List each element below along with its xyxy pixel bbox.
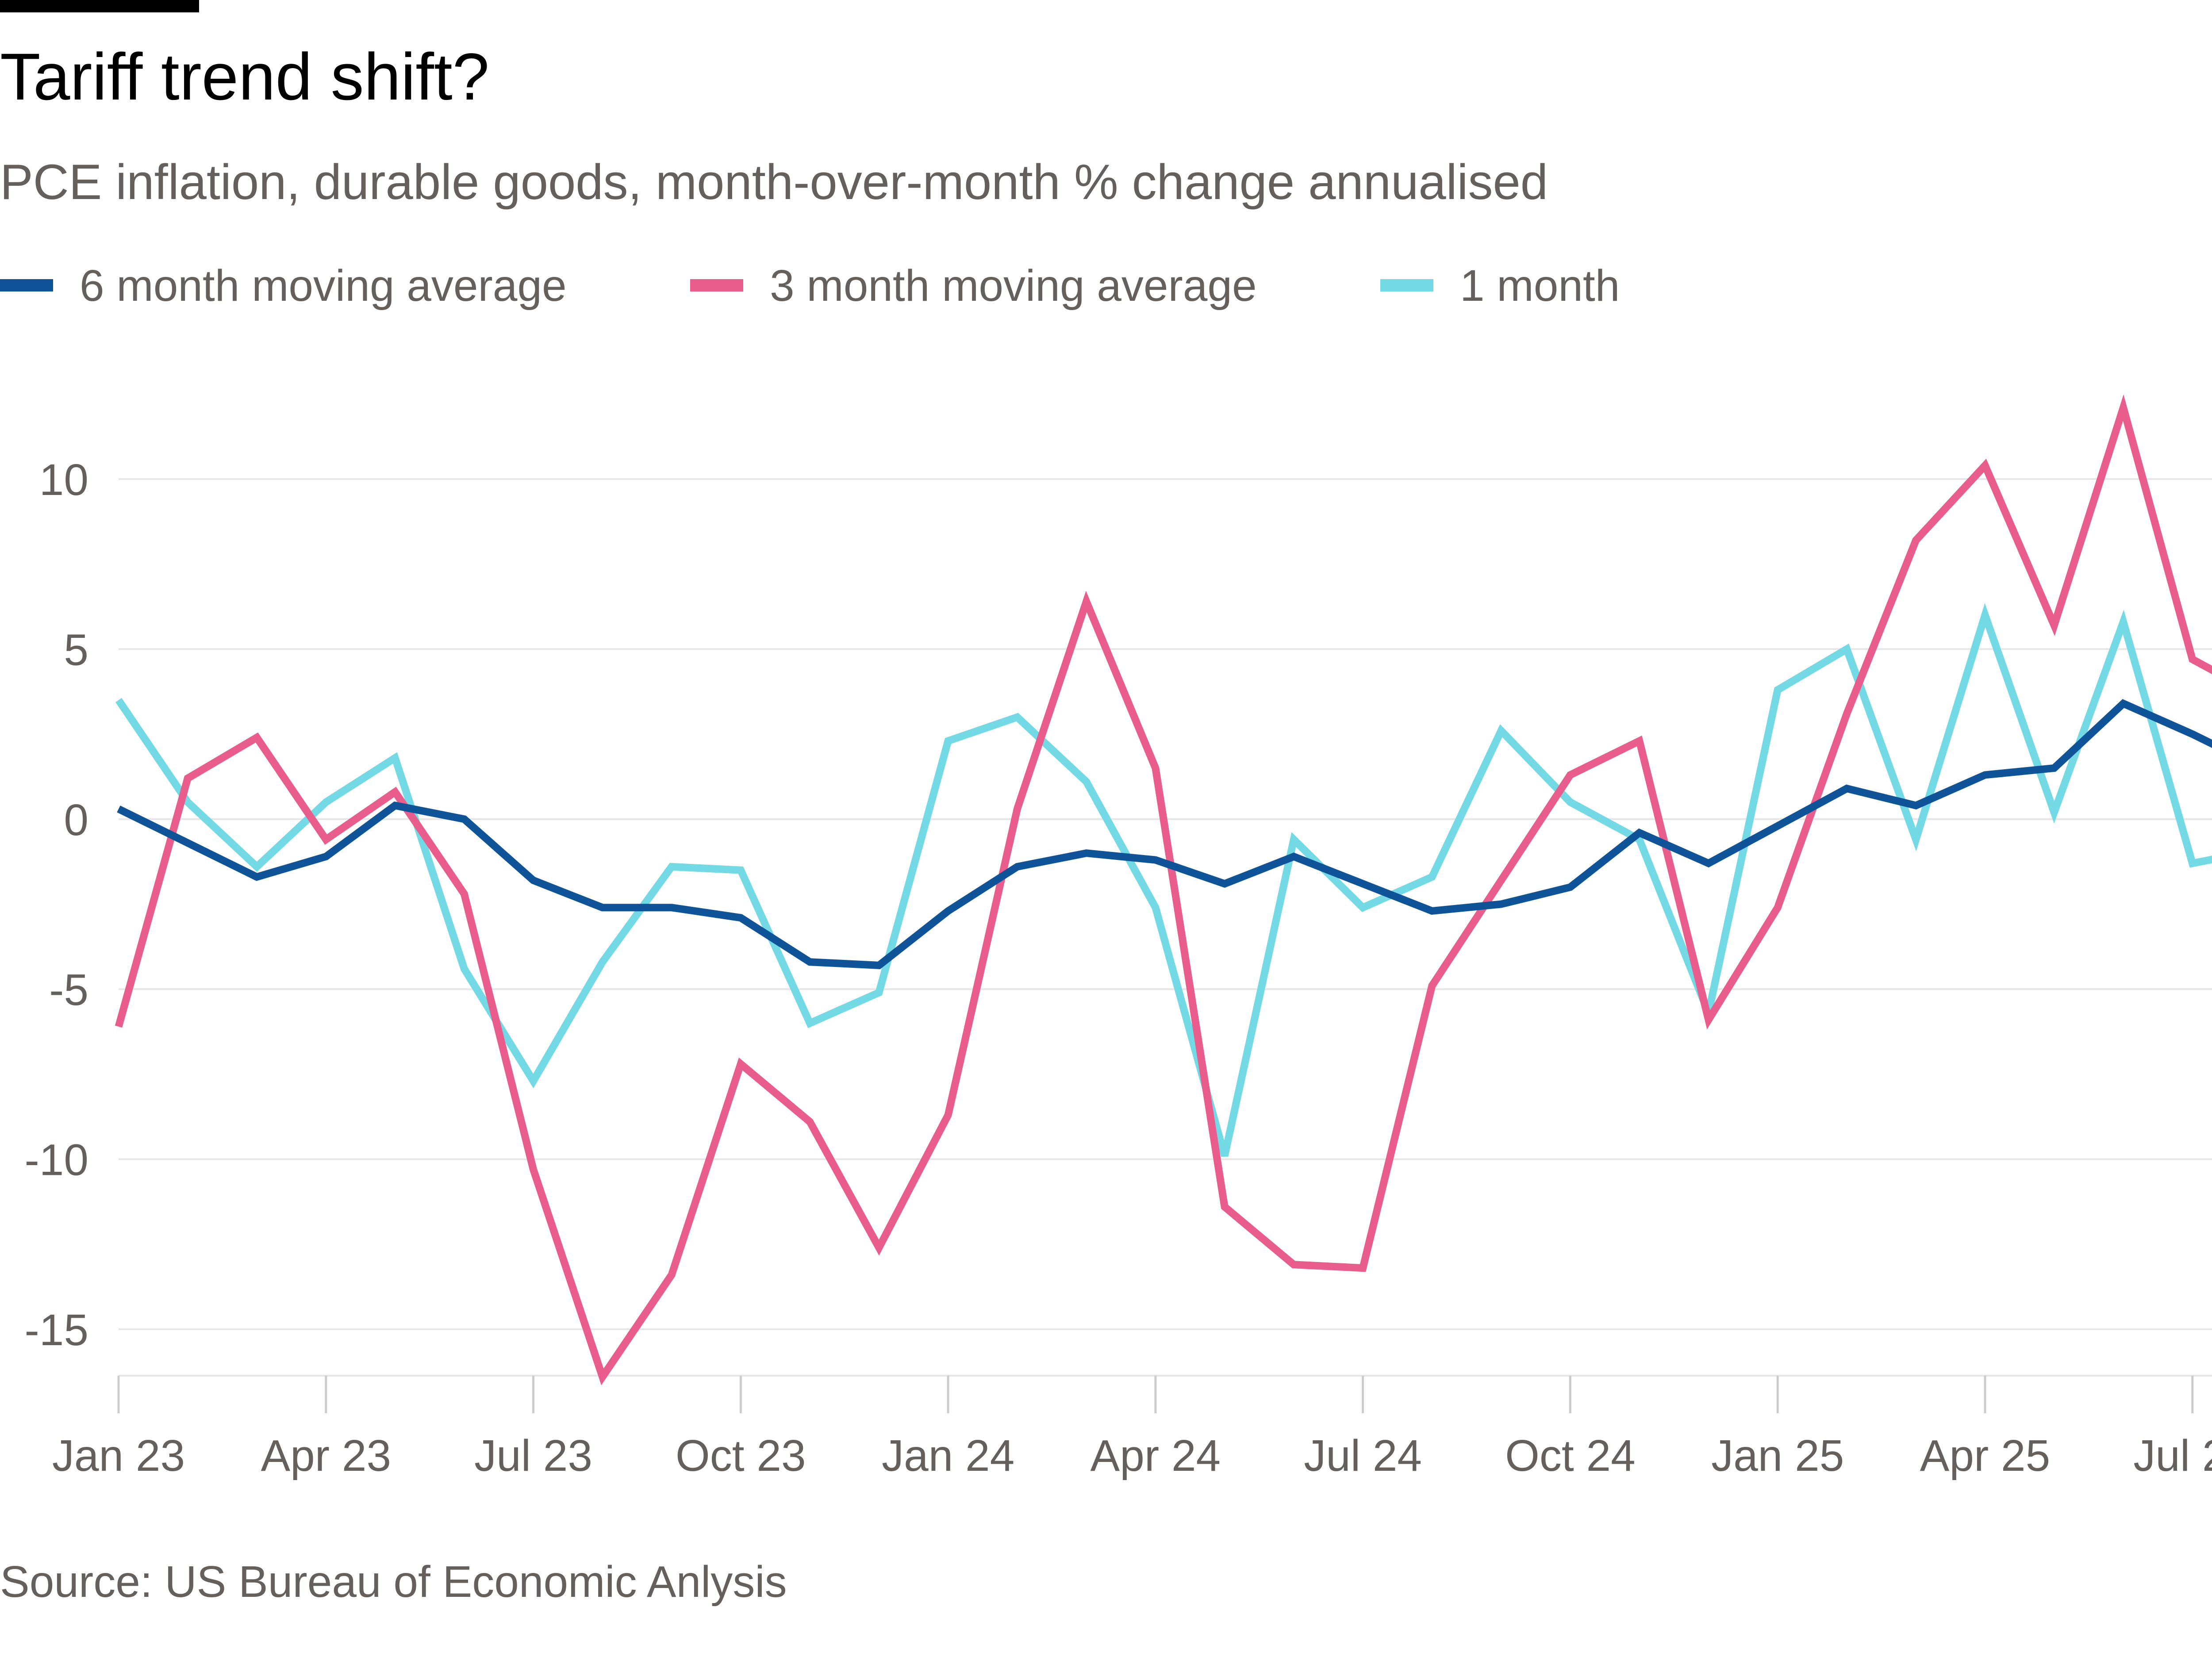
series-1 — [115, 394, 2212, 1385]
x-tick-label: Jan 25 — [1711, 1431, 1844, 1481]
y-tick-label: 0 — [64, 795, 88, 845]
y-tick-label: -15 — [24, 1305, 88, 1355]
series-line — [115, 394, 2212, 1385]
series-lines — [115, 394, 2212, 1385]
y-tick-label: -10 — [24, 1135, 88, 1185]
gridlines — [119, 478, 2212, 1330]
legend-item: 1 month — [1380, 261, 1620, 311]
legend-label: 1 month — [1460, 261, 1620, 311]
y-tick-label: 10 — [39, 455, 88, 505]
x-tick-label: Jul 24 — [1304, 1431, 1422, 1481]
x-tick-label: Jan 23 — [52, 1431, 185, 1481]
x-tick-label: Jul 23 — [474, 1431, 592, 1481]
legend-label: 6 month moving average — [80, 261, 567, 311]
chart-title: Tariff trend shift? — [0, 39, 489, 114]
y-tick-label: 5 — [64, 625, 88, 675]
series-line — [115, 603, 2212, 1157]
legend: 6 month moving average 3 month moving ave… — [0, 261, 1620, 311]
legend-item: 3 month moving average — [690, 261, 1257, 311]
series-2 — [115, 603, 2212, 1157]
chart-subtitle: PCE inflation, durable goods, month-over… — [0, 154, 1548, 210]
x-tick-label: Oct 23 — [676, 1431, 806, 1481]
x-axis: Jan 23 Apr 23 Jul 23 Oct 23 Jan 24 Apr 24 Jul … — [52, 1375, 2212, 1481]
x-tick-label: Oct 24 — [1505, 1431, 1636, 1481]
series-line — [117, 699, 2212, 970]
y-axis: 10 5 0 -5 -10 -15 — [24, 455, 88, 1355]
title-accent-bar — [0, 0, 199, 12]
x-tick-label: Apr 24 — [1091, 1431, 1221, 1481]
x-tick-label: Jul 25 — [2133, 1431, 2212, 1481]
series-0 — [117, 699, 2212, 970]
y-tick-label: -5 — [49, 965, 88, 1015]
legend-item: 6 month moving average — [0, 261, 567, 311]
x-tick-label: Jan 24 — [882, 1431, 1014, 1481]
source-note: Source: US Bureau of Economic Anlysis — [0, 1557, 787, 1607]
x-tick-label: Apr 25 — [1920, 1431, 2051, 1481]
x-tick-label: Apr 23 — [261, 1431, 391, 1481]
legend-label: 3 month moving average — [770, 261, 1257, 311]
